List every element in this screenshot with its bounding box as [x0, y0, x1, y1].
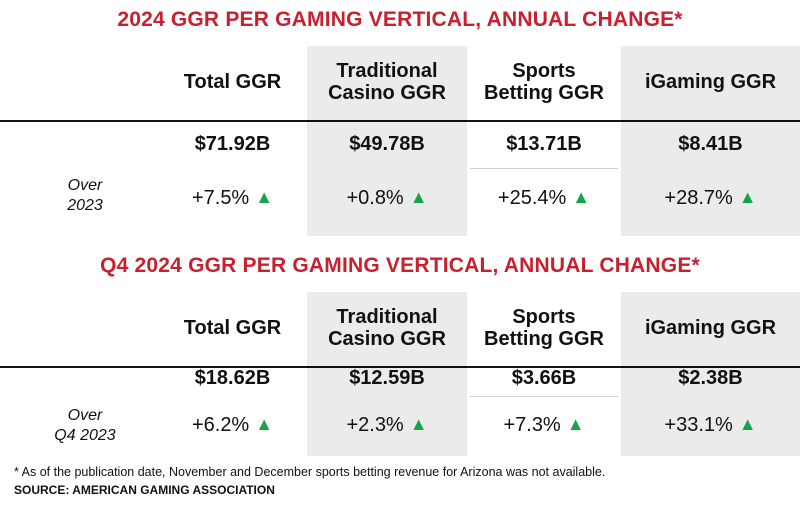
header-casino: Traditional Casino GGR — [328, 306, 446, 350]
header-igaming: iGaming GGR — [644, 317, 777, 339]
shaded-column-igaming — [621, 292, 800, 456]
shaded-column-casino — [307, 292, 467, 456]
header-total: Total GGR — [183, 71, 282, 93]
header-rule — [0, 366, 800, 368]
row-label: Over 2023 — [67, 177, 103, 214]
total-value: $18.62B — [194, 367, 271, 389]
up-arrow-icon: ▲ — [409, 414, 428, 434]
row-label: Over Q4 2023 — [54, 407, 116, 444]
header-sports: Sports Betting GGR — [484, 306, 604, 350]
casino-value: $49.78B — [349, 133, 425, 155]
cell-divider — [470, 396, 618, 397]
igaming-value: $2.38B — [678, 367, 743, 389]
header-row: Total GGR Traditional Casino GGR Sports … — [0, 292, 800, 364]
up-arrow-icon: ▲ — [738, 187, 757, 207]
total-value: $71.92B — [194, 133, 271, 155]
up-arrow-icon: ▲ — [255, 187, 274, 207]
casino-change: +0.8% ▲ — [346, 187, 428, 209]
shaded-column-igaming — [621, 46, 800, 236]
table-title: 2024 GGR PER GAMING VERTICAL, ANNUAL CHA… — [117, 8, 683, 31]
up-arrow-icon: ▲ — [255, 414, 274, 434]
header-rule — [0, 120, 800, 122]
sports-change: +25.4% ▲ — [497, 187, 591, 209]
header-casino: Traditional Casino GGR — [328, 60, 446, 104]
header-total: Total GGR — [183, 317, 282, 339]
up-arrow-icon: ▲ — [566, 414, 585, 434]
up-arrow-icon: ▲ — [409, 187, 428, 207]
up-arrow-icon: ▲ — [738, 414, 757, 434]
up-arrow-icon: ▲ — [572, 187, 591, 207]
total-change: +7.5% ▲ — [191, 187, 274, 209]
sports-value: $3.66B — [511, 367, 577, 389]
header-igaming: iGaming GGR — [644, 71, 777, 93]
total-change: +6.2% ▲ — [191, 414, 274, 436]
igaming-change: +28.7% ▲ — [664, 187, 757, 209]
header-row: Total GGR Traditional Casino GGR Sports … — [0, 46, 800, 118]
casino-change: +2.3% ▲ — [346, 414, 428, 436]
casino-value: $12.59B — [349, 367, 425, 389]
cell-divider — [470, 168, 618, 169]
footnote: * As of the publication date, November a… — [14, 465, 606, 479]
sports-change: +7.3% ▲ — [503, 414, 585, 436]
table-title: Q4 2024 GGR PER GAMING VERTICAL, ANNUAL … — [100, 254, 700, 277]
source-credit: SOURCE: AMERICAN GAMING ASSOCIATION — [14, 483, 275, 497]
sports-value: $13.71B — [506, 133, 582, 155]
igaming-value: $8.41B — [678, 133, 743, 155]
header-sports: Sports Betting GGR — [484, 60, 604, 104]
igaming-change: +33.1% ▲ — [664, 414, 757, 436]
shaded-column-casino — [307, 46, 467, 236]
